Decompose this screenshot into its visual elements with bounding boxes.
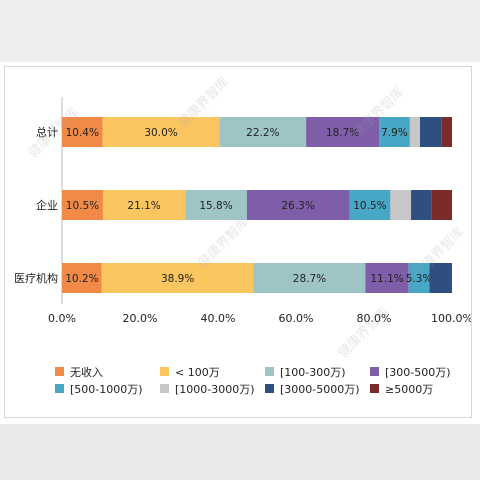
legend-swatch [55,384,64,393]
data-label: 18.7% [326,127,359,139]
bar-segment [390,190,412,220]
legend-swatch [160,367,169,376]
legend-label: [500-1000万) [70,382,143,396]
x-tick-label: 40.0% [201,312,236,325]
category-label: 总计 [36,125,58,139]
chart-frame: 总计 10.4% 30.0% 22.2% 18.7% 7.9% 企业 10.5% 21.1% 15… [4,66,472,418]
legend-item: ≥5000万 [370,381,475,397]
data-label: 22.2% [246,127,279,139]
legend-swatch [370,384,379,393]
bar-segment [306,117,380,147]
x-tick-label: 80.0% [357,312,392,325]
category-label: 企业 [36,198,58,212]
bar-segment [62,263,102,293]
legend-swatch [265,367,274,376]
bar-segment [408,263,430,293]
bar-segment [420,117,442,147]
data-label: 15.8% [199,200,232,212]
bar-segment [365,263,409,293]
legend-item: [100-300万) [265,364,370,380]
bar-segment [441,117,452,147]
bar-segment [246,190,350,220]
bar-segment [409,117,421,147]
legend-label: [1000-3000万) [175,382,255,396]
legend-swatch [370,367,379,376]
bar-segment [429,263,452,293]
bar-segment [102,117,220,147]
x-tick-label: 0.0% [48,312,76,325]
data-label: 10.2% [65,273,98,285]
data-label: 7.9% [381,127,408,139]
legend-item: [500-1000万) [55,381,160,397]
bar-segment [219,117,307,147]
x-tick-label: 60.0% [279,312,314,325]
bar-segment [379,117,410,147]
legend-swatch [265,384,274,393]
bar-segment [349,190,391,220]
bar-segment [411,190,432,220]
x-tick-label: 100.0% [431,312,471,325]
data-label: 10.4% [66,127,99,139]
legend-item: [300-500万) [370,364,475,380]
bar-segment [431,190,452,220]
legend-item: [1000-3000万) [160,381,265,397]
legend-label: [100-300万) [280,365,346,379]
legend-swatch [55,367,64,376]
data-label: 30.0% [144,127,177,139]
bar-segment [62,190,103,220]
data-label: 10.5% [353,200,386,212]
bar-segment [101,263,254,293]
category-label: 医疗机构 [14,271,58,285]
legend-row: 无收入 < 100万 [100-300万) [300-500万) [55,363,475,380]
legend-row: [500-1000万) [1000-3000万) [3000-5000万) ≥5000… [55,380,475,397]
legend-swatch [160,384,169,393]
data-label: 21.1% [127,200,160,212]
x-tick-label: 20.0% [123,312,158,325]
data-label: 5.3% [406,273,433,285]
bar-segment [253,263,366,293]
data-label: 11.1% [370,273,403,285]
legend-label: < 100万 [175,365,220,379]
bar-segment [102,190,186,220]
data-label: 38.9% [161,273,194,285]
legend: 无收入 < 100万 [100-300万) [300-500万) [500-1000万)… [55,363,475,397]
legend-label: 无收入 [70,365,103,379]
stacked-bar-chart: 总计 10.4% 30.0% 22.2% 18.7% 7.9% 企业 10.5% 21.1% 15… [14,97,471,325]
bar-segment [185,190,247,220]
legend-item: < 100万 [160,364,265,380]
bar-segment [62,117,103,147]
data-label: 26.3% [281,200,314,212]
legend-label: ≥5000万 [385,382,434,396]
legend-item: 无收入 [55,364,160,380]
legend-item: [3000-5000万) [265,381,370,397]
data-label: 28.7% [293,273,326,285]
page-bottom [0,424,480,480]
legend-label: [3000-5000万) [280,382,360,396]
chart-card: 总计 10.4% 30.0% 22.2% 18.7% 7.9% 企业 10.5% 21.1% 15… [0,62,480,424]
data-label: 10.5% [66,200,99,212]
legend-label: [300-500万) [385,365,451,379]
